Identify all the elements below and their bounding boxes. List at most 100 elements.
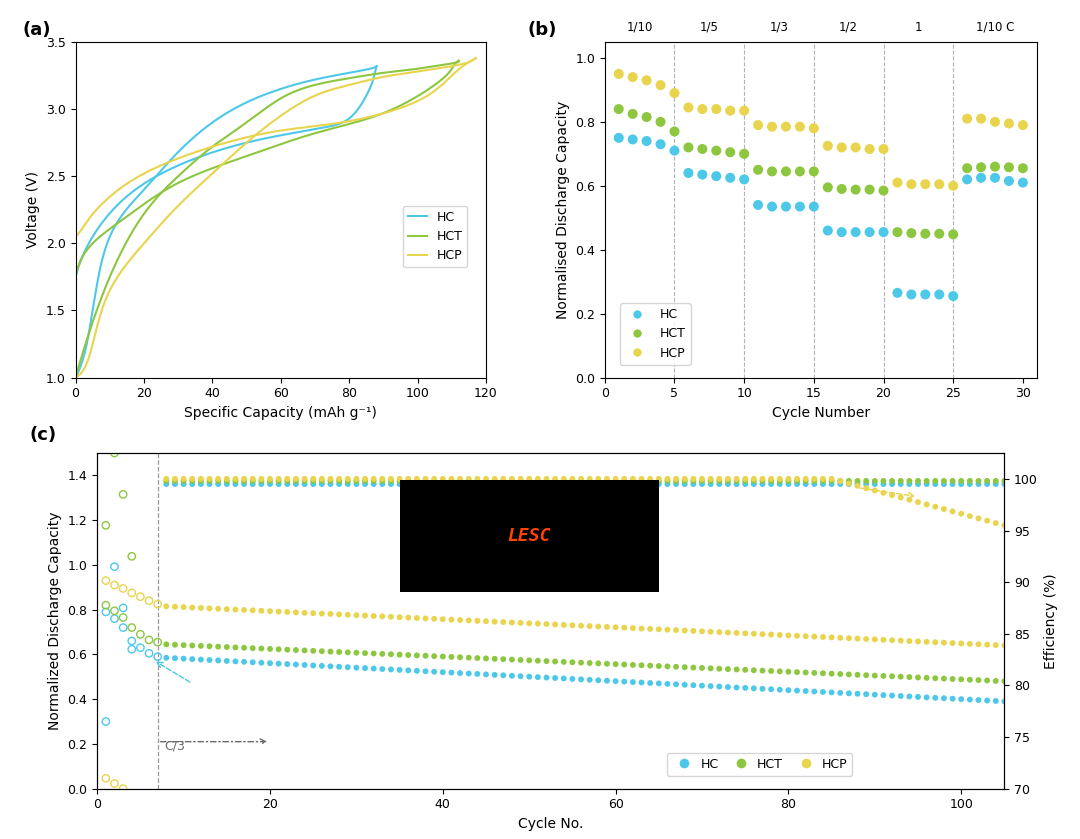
Point [616, 477, 633, 491]
Point [685, 624, 702, 638]
Point [564, 477, 581, 491]
Point [330, 472, 348, 486]
Point [745, 681, 762, 695]
Point [903, 227, 920, 240]
Point [849, 668, 866, 681]
Point [486, 668, 503, 681]
Point [166, 600, 184, 613]
Text: (b): (b) [527, 21, 556, 39]
Point [555, 474, 572, 487]
Point [707, 102, 725, 116]
Point [986, 115, 1003, 128]
Point [693, 472, 711, 486]
Point [806, 474, 823, 487]
Point [408, 664, 426, 678]
Point [365, 474, 382, 487]
Point [832, 631, 849, 644]
Point [564, 655, 581, 669]
Point [1000, 175, 1017, 188]
Point [408, 472, 426, 486]
Point [391, 477, 408, 491]
Point [771, 474, 788, 487]
Point [538, 472, 555, 486]
Point [495, 474, 512, 487]
Point [953, 474, 970, 487]
Point [996, 695, 1013, 708]
Point [538, 654, 555, 668]
Point [814, 474, 832, 487]
Point [996, 638, 1013, 652]
Point [616, 658, 633, 671]
Point [158, 477, 175, 491]
Point [581, 619, 598, 633]
Point [953, 507, 970, 520]
Text: 1/2: 1/2 [839, 21, 859, 34]
Point [780, 472, 797, 486]
Text: LESC: LESC [508, 527, 551, 545]
Point [1000, 117, 1017, 130]
Point [460, 477, 477, 491]
Point [330, 645, 348, 659]
Point [279, 658, 296, 671]
Point [875, 226, 892, 239]
Point [572, 472, 590, 486]
Point [460, 651, 477, 664]
Point [970, 638, 987, 651]
Point [861, 226, 878, 239]
Point [987, 477, 1004, 491]
Point [728, 626, 745, 639]
Point [978, 674, 996, 687]
Y-axis label: Normalised Discharge Capacity: Normalised Discharge Capacity [555, 101, 569, 319]
Point [707, 169, 725, 183]
Point [987, 694, 1004, 707]
Point [719, 474, 737, 487]
Point [847, 226, 864, 239]
Point [235, 477, 253, 491]
Point [961, 637, 978, 650]
Point [819, 224, 836, 237]
Point [495, 615, 512, 628]
Point [140, 594, 158, 607]
Y-axis label: Normalized Discharge Capacity: Normalized Discharge Capacity [48, 512, 62, 730]
Point [443, 666, 460, 680]
Point [201, 654, 218, 667]
Point [184, 601, 201, 614]
Point [261, 642, 279, 655]
Point [590, 620, 607, 633]
Point [417, 664, 434, 678]
Point [253, 477, 270, 491]
Point [391, 663, 408, 676]
Point [313, 477, 330, 491]
Point [866, 669, 883, 682]
Point [607, 472, 624, 486]
Point [624, 477, 642, 491]
Point [235, 603, 253, 617]
Point [140, 647, 158, 660]
Point [762, 664, 780, 678]
Point [210, 654, 227, 667]
Point [339, 477, 356, 491]
Text: (c): (c) [29, 425, 56, 444]
Point [624, 107, 642, 121]
Point [598, 674, 616, 687]
Point [253, 474, 270, 487]
Point [590, 657, 607, 670]
Point [659, 677, 676, 690]
Point [610, 102, 627, 116]
Point [374, 477, 391, 491]
Point [495, 669, 512, 682]
Point [711, 680, 728, 693]
Point [762, 683, 780, 696]
Point [279, 643, 296, 656]
Point [833, 226, 850, 239]
Point [638, 74, 656, 87]
Point [305, 607, 322, 620]
Point [244, 642, 261, 655]
Point [287, 472, 305, 486]
Point [711, 625, 728, 638]
Point [840, 477, 858, 490]
Point [819, 180, 836, 194]
Point [823, 472, 840, 486]
Point [184, 474, 201, 487]
Point [996, 474, 1013, 487]
